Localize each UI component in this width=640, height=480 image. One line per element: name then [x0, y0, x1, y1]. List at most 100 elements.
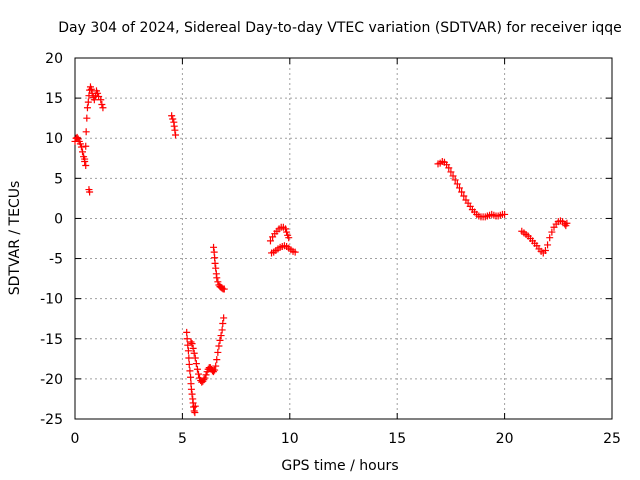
data-point	[168, 112, 176, 120]
series-arc-5	[266, 223, 299, 257]
x-tick-label: 15	[388, 431, 406, 447]
data-point	[73, 133, 81, 141]
data-point	[97, 96, 105, 104]
data-point	[185, 354, 193, 362]
series-arc-7	[518, 217, 571, 257]
data-point	[501, 210, 509, 218]
data-point	[82, 128, 90, 136]
data-point	[99, 104, 107, 112]
y-tick-label: -25	[40, 412, 63, 428]
data-point	[171, 126, 179, 134]
data-point	[189, 344, 197, 352]
data-point	[183, 328, 191, 336]
data-point	[192, 360, 200, 368]
series-arc-6	[434, 157, 509, 221]
chart-title: Day 304 of 2024, Sidereal Day-to-day VTE…	[58, 20, 622, 36]
data-point	[187, 385, 195, 393]
data-point	[285, 234, 293, 242]
y-tick-label: -15	[40, 332, 63, 348]
data-point	[77, 143, 85, 151]
data-point	[169, 115, 177, 123]
series-arc-1	[71, 83, 107, 196]
data-point	[458, 188, 466, 196]
data-point	[79, 148, 87, 156]
data-point	[217, 332, 225, 340]
x-tick-label: 0	[71, 431, 80, 447]
data-point	[453, 180, 461, 188]
data-point	[193, 365, 201, 373]
data-point	[201, 374, 209, 382]
data-point	[191, 409, 199, 417]
data-point	[188, 340, 196, 348]
x-tick-label: 10	[281, 431, 299, 447]
y-tick-labels: -25 -20 -15 -10 -5 0 5 10 15 20	[40, 51, 63, 428]
y-axis-label: SDTVAR / TECUs	[7, 181, 23, 296]
y-tick-label: 10	[45, 131, 63, 147]
data-point	[447, 168, 455, 176]
data-point	[172, 131, 180, 139]
data-point	[191, 354, 199, 362]
y-tick-label: 15	[45, 91, 63, 107]
data-point	[190, 349, 198, 357]
data-point	[214, 278, 222, 286]
data-point	[563, 219, 571, 227]
data-point	[184, 341, 192, 349]
data-point	[210, 368, 218, 376]
series-arc-2	[168, 112, 180, 139]
data-point	[220, 314, 228, 322]
y-tick-label: -20	[40, 372, 63, 388]
data-point	[220, 285, 228, 293]
data-point	[82, 161, 90, 169]
data-point	[188, 390, 196, 398]
data-point	[218, 326, 226, 334]
data-point	[211, 366, 219, 374]
data-point	[213, 356, 221, 364]
data-point	[185, 360, 193, 368]
data-point	[213, 274, 221, 282]
data-point	[90, 96, 98, 104]
data-point	[94, 89, 102, 97]
data-point	[83, 114, 91, 122]
data-point	[86, 188, 94, 196]
data-point	[84, 98, 92, 106]
data-point	[87, 85, 95, 93]
data-point	[82, 142, 90, 150]
data-point	[210, 243, 218, 251]
data-point	[187, 338, 195, 346]
y-tick-label: 20	[45, 51, 63, 67]
data-point	[544, 241, 552, 249]
y-tick-label: 5	[54, 171, 63, 187]
data-point	[219, 320, 227, 328]
data-point	[187, 373, 195, 381]
x-tick-label: 20	[496, 431, 514, 447]
data-point	[451, 176, 459, 184]
plot-frame	[74, 57, 613, 420]
series-arc-4	[210, 243, 228, 293]
data-point	[186, 367, 194, 375]
data-point	[190, 403, 198, 411]
data-point	[460, 192, 468, 200]
data-point	[548, 228, 556, 236]
data-point	[81, 155, 89, 163]
data-point	[455, 184, 463, 192]
data-point	[76, 140, 84, 148]
data-point	[195, 370, 203, 378]
x-tick-label: 5	[178, 431, 187, 447]
data-point	[541, 247, 549, 255]
x-tick-labels: 0 5 10 15 20 25	[71, 431, 621, 447]
data-point	[212, 362, 220, 370]
data-point	[83, 104, 91, 112]
data-point	[190, 407, 198, 415]
data-point	[291, 248, 299, 256]
data-point	[445, 164, 453, 172]
data-point	[184, 347, 192, 355]
data-points	[71, 83, 571, 417]
data-point	[183, 335, 191, 343]
data-point	[546, 234, 554, 242]
series-arc-3	[183, 314, 228, 417]
data-point	[212, 264, 220, 272]
data-point	[202, 371, 210, 379]
data-point	[216, 336, 224, 344]
data-point	[266, 237, 274, 245]
